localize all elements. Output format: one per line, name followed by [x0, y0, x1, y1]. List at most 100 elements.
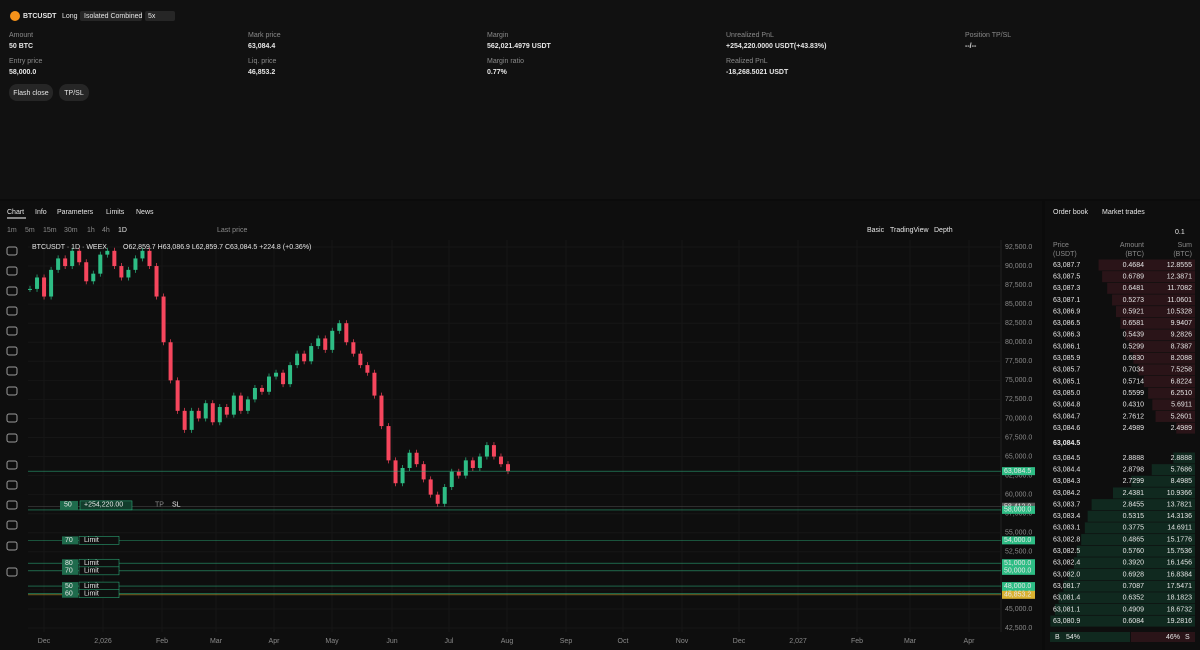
depth-bar	[1173, 452, 1195, 464]
candle	[337, 323, 342, 331]
x-tick-label: 2,026	[94, 638, 112, 645]
ob-tab[interactable]: Market trades	[1102, 209, 1145, 216]
ob-price: 63,087.7	[1053, 262, 1080, 269]
candle	[35, 277, 40, 289]
candle	[506, 464, 510, 472]
tool-icon[interactable]	[6, 306, 18, 316]
ob-price: 63,085.1	[1053, 378, 1080, 385]
candle	[224, 407, 229, 415]
timeframe[interactable]: 4h	[102, 227, 110, 234]
field-label: Mark price	[248, 32, 281, 39]
button[interactable]	[9, 84, 53, 101]
depth-bar	[1076, 545, 1195, 557]
qty-box	[60, 500, 78, 510]
tool-icon[interactable]	[6, 346, 18, 356]
ob-sum: 8.4985	[1171, 478, 1193, 485]
y-tick-label: 85,000.0	[1005, 301, 1032, 308]
timeframe[interactable]: 5m	[25, 227, 35, 234]
candle	[28, 288, 32, 290]
timeframe[interactable]: 15m	[43, 227, 57, 234]
ob-amount: 0.5760	[1123, 548, 1145, 555]
ob-amount: 2.4381	[1123, 490, 1145, 497]
tp-button[interactable]: TP	[155, 502, 164, 509]
price-tag	[1002, 559, 1035, 568]
x-tick-label: Jul	[445, 638, 454, 645]
order-type: Limit	[84, 568, 99, 575]
order-qty-box	[62, 589, 78, 598]
ob-price: 63,086.9	[1053, 308, 1080, 315]
sell-ratio	[1131, 632, 1195, 642]
ob-tab[interactable]: Order book	[1053, 209, 1089, 216]
tool-icon[interactable]	[6, 541, 18, 551]
timeframe[interactable]: 1m	[7, 227, 17, 234]
candle	[98, 254, 103, 274]
button-label[interactable]: Flash close	[13, 90, 49, 97]
timeframe[interactable]: 1h	[87, 227, 95, 234]
tab[interactable]: Chart	[7, 209, 24, 216]
timeframe[interactable]: 1D	[118, 227, 127, 234]
field-label: Amount	[9, 32, 33, 39]
y-tick-label: 60,000.0	[1005, 491, 1032, 498]
candle	[400, 467, 405, 484]
buy-ratio	[1050, 632, 1130, 642]
ob-amount: 0.6352	[1123, 595, 1145, 602]
tool-icon[interactable]	[6, 366, 18, 376]
view[interactable]: TradingView	[890, 227, 929, 234]
candle	[456, 471, 461, 476]
view[interactable]: Depth	[934, 227, 953, 234]
price-tag-label: 54,000.0	[1004, 537, 1031, 544]
candle	[344, 323, 349, 343]
ob-price: 63,084.3	[1053, 478, 1080, 485]
tool-icon[interactable]	[6, 286, 18, 296]
candle	[154, 266, 159, 297]
depth-bar	[1084, 522, 1195, 534]
tool-icon[interactable]	[6, 266, 18, 276]
order-qty-box	[62, 566, 78, 575]
ob-header: Price	[1053, 242, 1069, 249]
order-qty: 70	[65, 568, 73, 575]
candle	[463, 460, 468, 476]
chart-ohlc: O62,859.7 H63,086.9 L62,859.7 C63,084.5 …	[123, 244, 311, 251]
price-type[interactable]: Last price	[217, 227, 247, 234]
tool-icon[interactable]	[6, 460, 18, 470]
ob-price: 63,082.5	[1053, 548, 1080, 555]
sl-button[interactable]: SL	[172, 502, 181, 509]
tool-icon[interactable]	[6, 500, 18, 510]
field-value: 0.77%	[487, 69, 508, 76]
button-label[interactable]: TP/SL	[64, 90, 84, 97]
tool-icon[interactable]	[6, 326, 18, 336]
ob-sum: 5.2601	[1171, 413, 1193, 420]
view[interactable]: Basic	[867, 227, 885, 234]
tool-icon[interactable]	[6, 246, 18, 256]
tool-icon[interactable]	[6, 433, 18, 443]
candle	[449, 471, 454, 488]
ob-amount: 2.8455	[1123, 501, 1145, 508]
tab[interactable]: Limits	[106, 209, 125, 216]
field-value: --/--	[965, 43, 977, 50]
mode: Isolated Combined	[84, 13, 142, 20]
tool-icon[interactable]	[6, 413, 18, 423]
tool-icon[interactable]	[6, 386, 18, 396]
ob-price: 63,081.1	[1053, 606, 1080, 613]
ob-step[interactable]: 0.1	[1175, 229, 1185, 236]
tab[interactable]: Info	[35, 209, 47, 216]
tool-icon[interactable]	[6, 480, 18, 490]
timeframe[interactable]: 30m	[64, 227, 78, 234]
ob-price: 63,085.7	[1053, 367, 1080, 374]
ob-sum: 12.3871	[1167, 273, 1192, 280]
candle	[330, 330, 335, 350]
tool-icon[interactable]	[6, 567, 18, 577]
field-value: 63,084.4	[248, 43, 275, 50]
tool-icon[interactable]	[6, 520, 18, 530]
ob-sum: 6.8224	[1171, 378, 1193, 385]
chart-legend: BTCUSDT · 1D · WEEX	[32, 244, 107, 251]
price-tag-label: 58,000.0	[1004, 507, 1031, 514]
ob-sum: 6.2510	[1171, 390, 1193, 397]
field-label: Entry price	[9, 58, 43, 65]
tab[interactable]: Parameters	[57, 209, 94, 216]
button[interactable]	[59, 84, 89, 101]
x-tick-label: Dec	[38, 638, 51, 645]
ob-header: (BTC)	[1125, 251, 1144, 258]
depth-bar	[1120, 317, 1195, 329]
tab[interactable]: News	[136, 209, 154, 216]
